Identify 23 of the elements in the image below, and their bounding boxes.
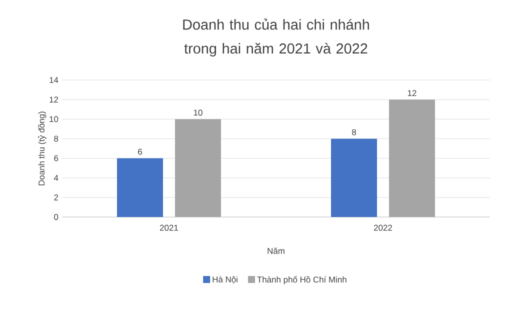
legend-label: Thành phố Hồ Chí Minh: [257, 276, 346, 284]
data-label: 10: [194, 110, 202, 116]
y-tick-label: 0: [54, 214, 58, 220]
y-axis-title: Doanh thu (tỷ đồng): [38, 112, 46, 186]
bar: [389, 100, 436, 217]
bar: [331, 138, 377, 217]
y-tick-label: 4: [54, 174, 58, 181]
bar: [175, 119, 221, 217]
y-tick-label: 14: [50, 77, 58, 83]
x-axis-title: Năm: [268, 248, 284, 254]
data-label: 6: [138, 148, 142, 155]
x-tick-label: 2021: [160, 224, 178, 231]
data-label: 12: [408, 90, 416, 96]
chart-title: Doanh thu của hai chi nhánh trong hai năm 2021 và 2022: [183, 18, 369, 56]
x-tick-label: 2022: [374, 224, 392, 231]
y-tick-label: 6: [54, 155, 58, 162]
y-tick-label: 12: [50, 96, 58, 103]
y-tick-label: 8: [54, 136, 58, 142]
data-label: 8: [352, 129, 356, 136]
legend-label: Hà Nội: [212, 276, 238, 284]
bar: [117, 158, 163, 217]
y-tick-label: 2: [54, 194, 58, 200]
y-tick-label: 10: [50, 116, 58, 122]
